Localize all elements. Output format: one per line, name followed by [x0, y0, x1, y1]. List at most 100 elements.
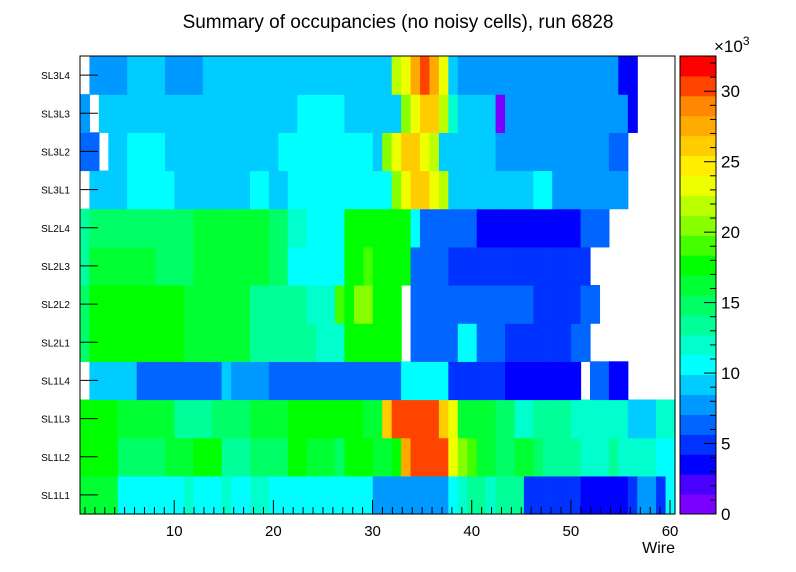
heatmap-cell	[665, 437, 676, 477]
heatmap-cell	[259, 208, 270, 248]
heatmap-cell	[410, 132, 421, 172]
heatmap-cell	[278, 323, 289, 362]
heatmap-cell	[561, 437, 572, 477]
heatmap-cell	[571, 170, 582, 210]
heatmap-cell	[382, 94, 393, 133]
heatmap-cell	[476, 399, 487, 439]
heatmap-cell	[174, 437, 185, 477]
heatmap-cell	[618, 437, 629, 477]
heatmap-cell	[250, 94, 261, 133]
heatmap-cell	[457, 399, 468, 439]
heatmap-cell	[608, 475, 619, 515]
color-scale-swatch	[680, 434, 716, 455]
heatmap-cell	[344, 94, 355, 133]
heatmap-cell	[155, 399, 166, 439]
heatmap-cell	[231, 437, 242, 477]
heatmap-cell	[608, 94, 619, 133]
heatmap-cell	[212, 94, 223, 133]
heatmap-cell	[457, 94, 468, 133]
heatmap-cell	[183, 132, 194, 172]
heatmap-cell	[467, 475, 478, 515]
heatmap-cell	[627, 437, 638, 477]
y-tick-label: SL2L3	[41, 262, 70, 273]
heatmap-cell	[580, 285, 591, 324]
heatmap-cell	[287, 399, 298, 439]
heatmap-cell	[165, 323, 176, 362]
heatmap-cell	[457, 132, 468, 172]
heatmap-cell	[561, 361, 572, 401]
heatmap-cell	[240, 246, 251, 286]
heatmap-cell	[136, 208, 147, 248]
heatmap-cell	[420, 361, 431, 401]
heatmap-cell	[429, 285, 440, 324]
heatmap-cell	[646, 437, 657, 477]
heatmap-cell	[561, 208, 572, 248]
heatmap-cell	[297, 170, 308, 210]
heatmap-cell	[401, 56, 412, 95]
heatmap-cell	[505, 56, 516, 95]
heatmap-cell	[401, 437, 412, 477]
heatmap-cell	[438, 399, 449, 439]
heatmap-cell	[476, 56, 487, 95]
heatmap-cell	[117, 132, 128, 172]
heatmap-cell	[335, 475, 346, 515]
heatmap-cell	[420, 94, 431, 133]
heatmap-cell	[268, 475, 279, 515]
heatmap-cell	[212, 170, 223, 210]
heatmap-cell	[542, 246, 553, 286]
heatmap-cell	[325, 246, 336, 286]
heatmap-cell	[401, 132, 412, 172]
color-scale-swatch	[680, 374, 716, 396]
heatmap-cell	[306, 132, 317, 172]
heatmap-cell	[174, 399, 185, 439]
heatmap-cell	[278, 208, 289, 248]
heatmap-cell	[202, 323, 213, 362]
heatmap-cell	[250, 437, 261, 477]
heatmap-cell	[505, 170, 516, 210]
heatmap-cell	[495, 132, 506, 172]
heatmap-cell	[627, 56, 638, 95]
heatmap-cell	[391, 208, 402, 248]
heatmap-cell	[165, 94, 176, 133]
heatmap-cell	[335, 94, 346, 133]
heatmap-cell	[344, 132, 355, 172]
heatmap-cell	[476, 208, 487, 248]
heatmap-cell	[476, 132, 487, 172]
heatmap-cell	[533, 56, 544, 95]
heatmap-cell	[202, 94, 213, 133]
heatmap-cell	[155, 208, 166, 248]
heatmap-cell	[353, 399, 364, 439]
heatmap-cell	[155, 56, 166, 95]
heatmap-cell	[505, 437, 516, 477]
heatmap-cell	[590, 361, 601, 401]
heatmap-cell	[316, 475, 327, 515]
y-axis: SL1L1 SL1L2 SL1L3 SL1L4 SL2L1 SL2L2 SL2L3 SL2L4…	[41, 71, 98, 502]
heatmap-cell	[467, 399, 478, 439]
heatmap-cell	[268, 437, 279, 477]
heatmap-cell	[561, 323, 572, 362]
heatmap-cell	[335, 437, 346, 477]
heatmap-cell	[599, 208, 610, 248]
heatmap-cell	[98, 56, 109, 95]
heatmap-cell	[335, 208, 346, 248]
heatmap-cell	[486, 437, 497, 477]
heatmap-cell	[486, 361, 497, 401]
heatmap-cell	[353, 285, 364, 324]
heatmap-cell	[467, 132, 478, 172]
heatmap-cell	[183, 399, 194, 439]
heatmap-cell	[599, 399, 610, 439]
heatmap-cell	[382, 437, 393, 477]
heatmap-cell	[401, 361, 412, 401]
heatmap-cell	[306, 437, 317, 477]
heatmap-cell	[476, 246, 487, 286]
heatmap-cell	[316, 94, 327, 133]
heatmap-cell	[486, 94, 497, 133]
heatmap-cell	[98, 246, 109, 286]
heatmap-cell	[590, 399, 601, 439]
heatmap-cell	[514, 437, 525, 477]
heatmap-cell	[646, 475, 657, 515]
heatmap-cell	[523, 323, 534, 362]
heatmap-cell	[297, 323, 308, 362]
heatmap-cell	[372, 170, 383, 210]
heatmap-cell	[268, 56, 279, 95]
